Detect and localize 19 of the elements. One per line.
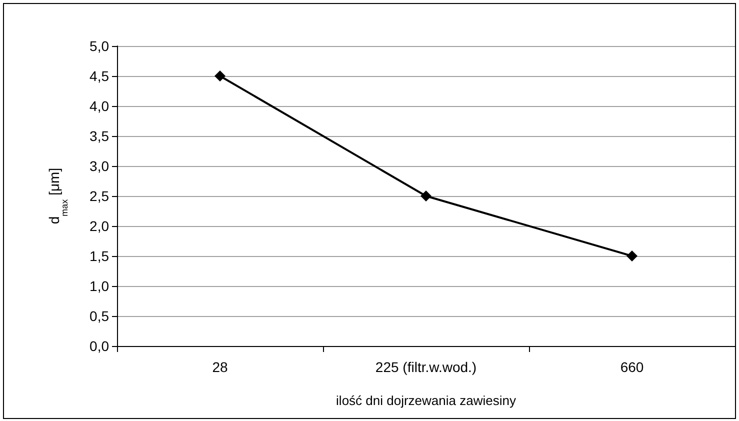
y-tick-label: 2,0 <box>90 218 110 234</box>
y-tick-label: 2,5 <box>90 188 110 204</box>
y-tick-label: 0,0 <box>90 338 110 354</box>
y-tick-label: 4,0 <box>90 98 110 114</box>
y-axis-title: dmax [μm] <box>46 168 70 224</box>
x-tick-label: 660 <box>620 359 644 375</box>
y-tick-label: 5,0 <box>90 38 110 54</box>
x-axis-title: ilość dni dojrzewania zawiesiny <box>336 393 516 408</box>
y-tick-label: 0,5 <box>90 308 110 324</box>
point <box>626 250 638 262</box>
point <box>420 190 432 202</box>
y-tick-label: 1,0 <box>90 278 110 294</box>
y-tick-label: 3,0 <box>90 158 110 174</box>
x-tick-label: 28 <box>212 359 228 375</box>
x-tick-label: 225 (filtr.w.wod.) <box>375 359 477 375</box>
y-tick-label: 3,5 <box>90 128 110 144</box>
point <box>214 70 226 82</box>
y-tick-label: 4,5 <box>90 68 110 84</box>
y-tick-label: 1,5 <box>90 248 110 264</box>
